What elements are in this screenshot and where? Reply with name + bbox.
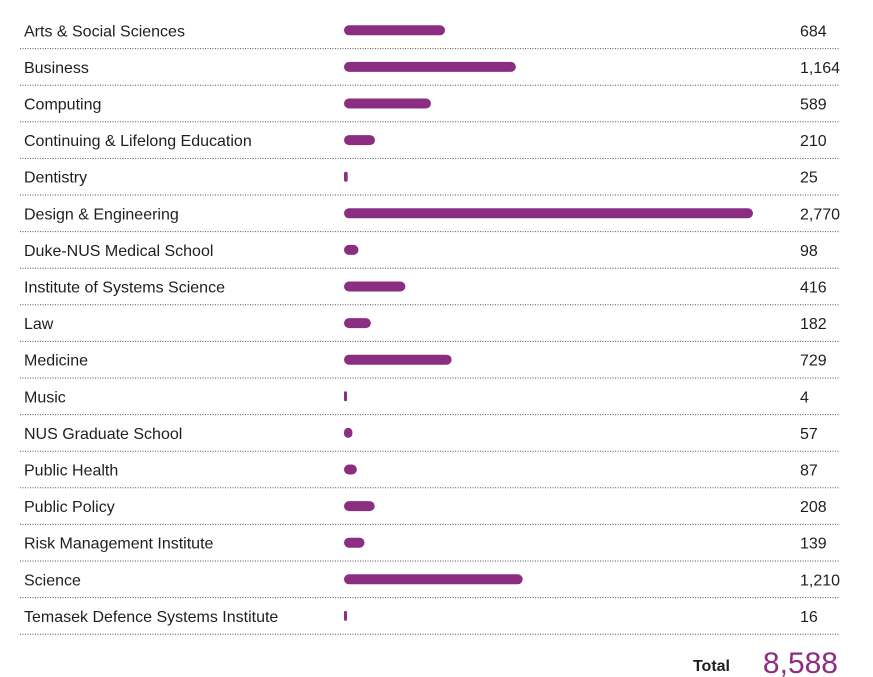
bar — [344, 171, 348, 182]
category-label: Dentistry — [24, 170, 87, 187]
bar — [344, 208, 753, 219]
value-label: 208 — [800, 499, 827, 516]
category-label: Medicine — [24, 353, 88, 370]
chart-row: Dentistry 25 — [20, 170, 840, 196]
category-label: Music — [24, 389, 66, 406]
bar — [344, 281, 406, 292]
value-label: 139 — [800, 536, 827, 553]
bar — [344, 501, 375, 512]
category-label: Science — [24, 572, 81, 589]
category-label: NUS Graduate School — [24, 426, 182, 443]
category-label: Arts & Social Sciences — [24, 23, 185, 40]
bar — [344, 244, 359, 255]
bar — [344, 98, 431, 109]
chart-row: Computing 589 — [20, 97, 840, 123]
bar — [344, 61, 516, 72]
total-value: 8,588 — [763, 647, 838, 677]
value-label: 2,770 — [800, 206, 840, 223]
bar — [344, 610, 347, 621]
value-label: 416 — [800, 280, 827, 297]
value-label: 25 — [800, 170, 818, 187]
value-label: 98 — [800, 243, 818, 260]
chart-row: Continuing & Lifelong Education 210 — [20, 133, 840, 159]
value-label: 1,164 — [800, 60, 840, 77]
value-label: 729 — [800, 353, 827, 370]
chart-row: Duke-NUS Medical School 98 — [20, 243, 840, 269]
category-label: Risk Management Institute — [24, 536, 214, 553]
value-label: 4 — [800, 389, 809, 406]
bar — [344, 318, 371, 329]
chart-row: Design & Engineering 2,770 — [20, 206, 840, 233]
chart-row: Arts & Social Sciences 684 — [20, 23, 840, 50]
category-label: Design & Engineering — [24, 206, 179, 223]
value-label: 16 — [800, 609, 818, 626]
chart-rows: Arts & Social Sciences 684 Business 1,164 Co… — [20, 23, 840, 635]
chart-row: Public Health 87 — [20, 463, 840, 489]
bar — [344, 391, 347, 402]
chart-row: Risk Management Institute 139 — [20, 536, 840, 562]
chart-row: Temasek Defence Systems Institute 16 — [20, 609, 840, 635]
value-label: 589 — [800, 97, 827, 114]
bar — [344, 354, 452, 365]
chart-row: Business 1,164 — [20, 60, 840, 86]
bar — [344, 464, 357, 475]
category-label: Temasek Defence Systems Institute — [24, 609, 278, 626]
total-label: Total — [693, 658, 730, 675]
value-label: 684 — [800, 23, 827, 40]
chart-row: Science 1,210 — [20, 572, 840, 599]
value-label: 57 — [800, 426, 818, 443]
category-label: Business — [24, 60, 89, 77]
bar — [344, 427, 353, 438]
bar — [344, 135, 376, 146]
value-label: 210 — [800, 133, 827, 150]
chart-row: NUS Graduate School 57 — [20, 426, 840, 452]
category-label: Public Policy — [24, 499, 115, 516]
chart-row: Public Policy 208 — [20, 499, 840, 525]
value-label: 1,210 — [800, 572, 840, 589]
bar — [344, 574, 523, 585]
chart-row: Law 182 — [20, 316, 840, 342]
chart-row: Medicine 729 — [20, 353, 840, 379]
bar — [344, 537, 365, 548]
category-label: Continuing & Lifelong Education — [24, 133, 252, 150]
category-label: Law — [24, 316, 54, 333]
value-label: 87 — [800, 463, 818, 480]
category-label: Duke-NUS Medical School — [24, 243, 213, 260]
value-label: 182 — [800, 316, 827, 333]
chart-row: Music 4 — [20, 389, 840, 416]
category-label: Computing — [24, 97, 101, 114]
chart-row: Institute of Systems Science 416 — [20, 280, 840, 306]
category-label: Public Health — [24, 463, 118, 480]
bar — [344, 25, 445, 36]
category-label: Institute of Systems Science — [24, 280, 225, 297]
